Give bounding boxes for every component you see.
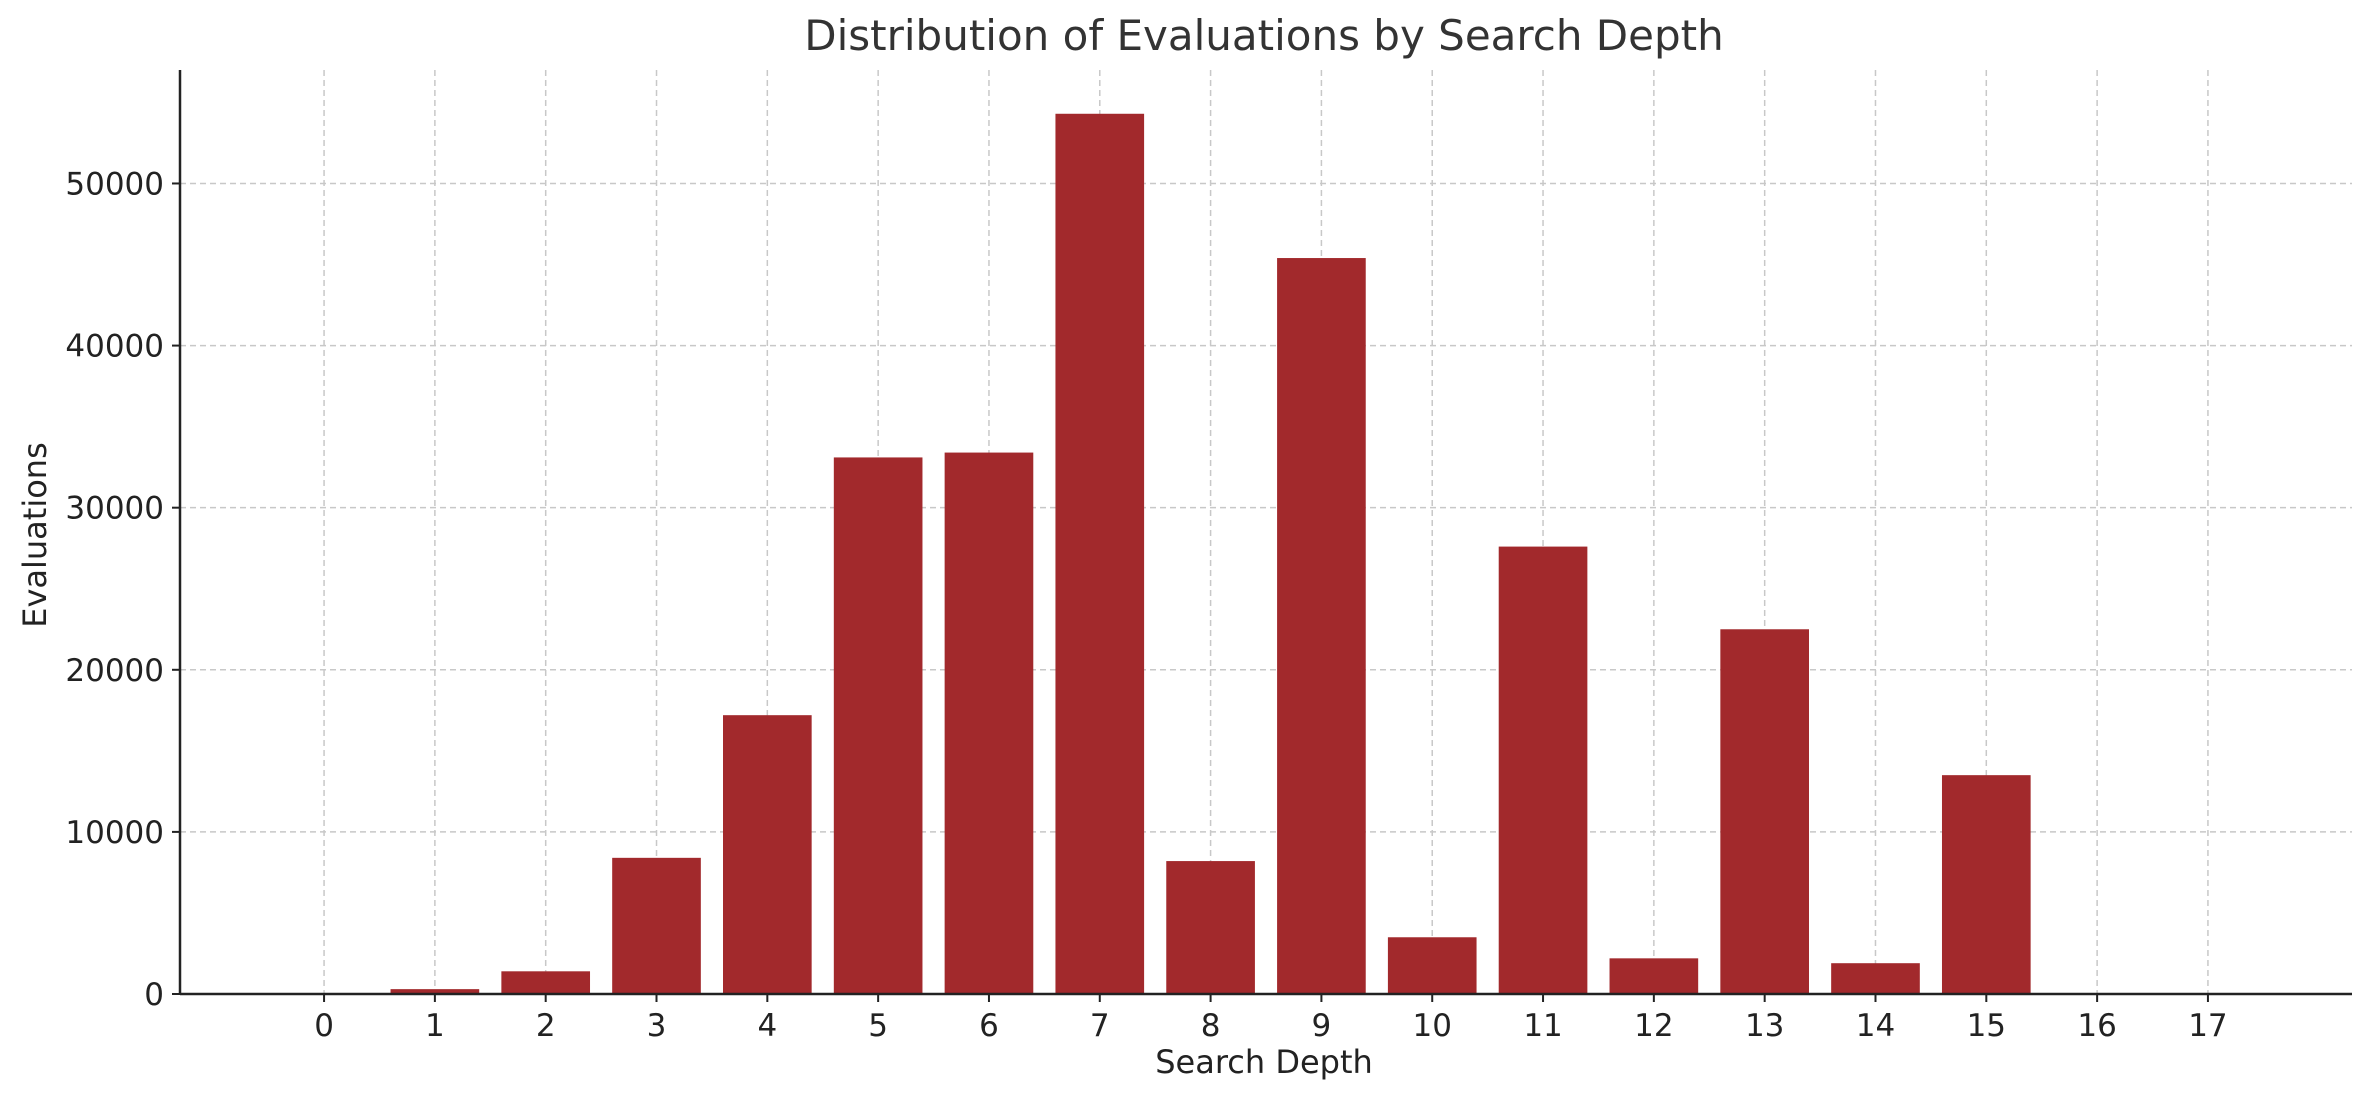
bar-depth-5 bbox=[833, 457, 923, 994]
bar-depth-4 bbox=[723, 715, 812, 994]
bar-depth-15 bbox=[1941, 775, 2031, 994]
y-tick-label: 10000 bbox=[65, 815, 164, 851]
x-tick-label: 3 bbox=[647, 1008, 667, 1044]
y-tick-label: 40000 bbox=[65, 329, 164, 365]
x-tick-label: 0 bbox=[314, 1008, 334, 1044]
bar-depth-14 bbox=[1831, 963, 1920, 994]
x-tick-label: 14 bbox=[1856, 1008, 1895, 1044]
x-tick-label: 13 bbox=[1745, 1008, 1784, 1044]
x-tick-label: 8 bbox=[1201, 1008, 1221, 1044]
x-tick-label: 12 bbox=[1634, 1008, 1673, 1044]
y-tick-label: 50000 bbox=[65, 166, 164, 202]
bar-depth-1 bbox=[390, 989, 480, 994]
chart-title: Distribution of Evaluations by Search De… bbox=[804, 11, 1724, 60]
x-tick-label: 17 bbox=[2188, 1008, 2227, 1044]
bar-depth-7 bbox=[1055, 113, 1145, 994]
bar-layer bbox=[390, 113, 2031, 994]
x-tick-label: 4 bbox=[757, 1008, 777, 1044]
x-tick-label: 11 bbox=[1523, 1008, 1562, 1044]
bar-depth-11 bbox=[1498, 546, 1588, 994]
x-tick-label: 1 bbox=[425, 1008, 445, 1044]
bar-depth-3 bbox=[612, 857, 701, 994]
bar-depth-13 bbox=[1720, 629, 1809, 994]
y-tick-label: 20000 bbox=[65, 653, 164, 689]
y-tick-label: 30000 bbox=[65, 491, 164, 527]
bar-depth-9 bbox=[1277, 258, 1366, 994]
x-axis-label: Search Depth bbox=[1155, 1043, 1373, 1081]
x-tick-label: 9 bbox=[1312, 1008, 1332, 1044]
bar-depth-8 bbox=[1166, 861, 1255, 994]
bar-depth-10 bbox=[1387, 937, 1477, 994]
x-tick-label: 2 bbox=[536, 1008, 556, 1044]
axis-layer bbox=[178, 70, 2352, 996]
bar-depth-12 bbox=[1609, 958, 1699, 994]
x-tick-label: 7 bbox=[1090, 1008, 1110, 1044]
x-tick-label: 6 bbox=[979, 1008, 999, 1044]
x-tick-label: 10 bbox=[1412, 1008, 1451, 1044]
x-tick-label: 15 bbox=[1967, 1008, 2006, 1044]
bar-depth-2 bbox=[501, 971, 591, 994]
bar-depth-6 bbox=[944, 452, 1034, 994]
y-axis-label: Evaluations bbox=[16, 442, 54, 628]
x-tick-label: 16 bbox=[2077, 1008, 2116, 1044]
y-tick-label: 0 bbox=[144, 977, 164, 1013]
x-tick-label: 5 bbox=[868, 1008, 888, 1044]
